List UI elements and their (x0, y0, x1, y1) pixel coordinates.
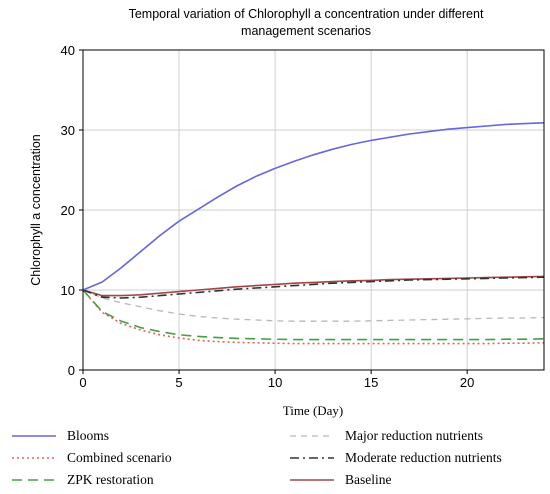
x-tick-label: 20 (460, 375, 474, 390)
y-tick-label: 20 (61, 203, 75, 218)
chart-title-line-1: Temporal variation of Chlorophyll a conc… (129, 7, 484, 21)
y-axis-ticks: 0 10 20 30 40 (61, 43, 83, 378)
y-axis-label: Chlorophyll a concentration (29, 134, 43, 286)
series-line-major-reduction-nutrients (82, 289, 545, 322)
y-tick-label: 0 (68, 363, 75, 378)
chart-title-line-2: management scenarios (241, 24, 371, 38)
series-line-combined-scenario (82, 289, 545, 345)
legend: Blooms Combined scenario ZPK restoration Ma… (12, 428, 502, 487)
y-tick-label: 30 (61, 123, 75, 138)
legend-label-major-reduction-nutrients: Major reduction nutrients (345, 428, 483, 443)
x-tick-label: 10 (268, 375, 282, 390)
legend-label-blooms: Blooms (67, 428, 109, 443)
legend-label-combined-scenario: Combined scenario (67, 450, 172, 465)
x-tick-label: 5 (175, 375, 182, 390)
grid-lines (83, 50, 544, 370)
y-tick-label: 10 (61, 283, 75, 298)
series-line-moderate-reduction-nutrients (82, 276, 545, 299)
x-axis-label: Time (Day) (283, 403, 344, 418)
series-line-blooms (82, 122, 545, 291)
y-tick-label: 40 (61, 43, 75, 58)
x-tick-label: 0 (79, 375, 86, 390)
x-axis-ticks: 0 5 10 15 20 (79, 370, 474, 390)
legend-label-zpk-restoration: ZPK restoration (67, 472, 154, 487)
series-lines (82, 122, 545, 345)
x-tick-label: 15 (364, 375, 378, 390)
legend-label-moderate-reduction-nutrients: Moderate reduction nutrients (345, 450, 502, 465)
legend-label-baseline: Baseline (345, 472, 392, 487)
series-line-zpk-restoration (82, 289, 545, 341)
